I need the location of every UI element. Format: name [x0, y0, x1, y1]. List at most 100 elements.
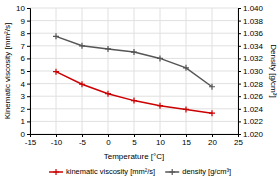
grid-line [30, 8, 238, 9]
tick: 1.020 [238, 130, 264, 139]
tick-label: 1.040 [243, 4, 264, 13]
tick: 2 [21, 105, 30, 114]
marker [183, 106, 189, 112]
tick-mark [238, 21, 241, 22]
marker [105, 91, 111, 97]
tick-label: 6 [21, 54, 26, 63]
tick-mark [238, 96, 241, 97]
y2-axis-title: Density [g/cm³] [269, 44, 278, 97]
tick-label: 1.028 [243, 80, 264, 89]
tick-label: 15 [182, 138, 191, 147]
y2-axis: 1.020 1.022 1.024 1.026 1.028 1.030 1.032 1.034… [238, 4, 264, 139]
tick: 1.034 [238, 42, 264, 51]
tick: 1.036 [238, 29, 264, 38]
tick-label: 5 [21, 67, 26, 76]
x-axis-title: Temperature [°C] [104, 152, 165, 161]
tick-label: 9 [21, 17, 26, 26]
tick-label: 1.020 [243, 130, 264, 139]
tick-label: -15 [25, 138, 37, 147]
tick: 20 [208, 134, 217, 147]
tick: 1.030 [238, 67, 264, 76]
tick-label: 1.024 [243, 105, 264, 114]
legend-label: density [g/cm³] [182, 167, 231, 176]
tick-mark [238, 134, 241, 135]
tick: 4 [21, 80, 30, 89]
marker [79, 81, 85, 87]
tick-label: 1.026 [243, 92, 264, 101]
tick: -5 [79, 134, 87, 147]
tick-label: -5 [79, 138, 87, 147]
tick: 1.040 [238, 4, 264, 13]
tick: 7 [21, 42, 30, 51]
tick: 5 [21, 67, 30, 76]
tick-label: 1.030 [243, 67, 264, 76]
axis-line [31, 135, 239, 138]
grid [30, 8, 238, 134]
tick-mark [238, 33, 241, 34]
series-line [56, 36, 212, 86]
tick-label: 0 [106, 138, 111, 147]
tick-mark [238, 121, 241, 122]
y-axis: 012345678910 [16, 4, 30, 139]
tick-label: 10 [156, 138, 165, 147]
legend-item: density [g/cm³] [165, 167, 231, 176]
tick-mark [27, 58, 30, 59]
tick: -10 [51, 134, 63, 147]
tick: -15 [25, 134, 37, 147]
tick-label: 1 [21, 117, 26, 126]
tick: 1.032 [238, 54, 264, 63]
y-axis-title: Kinematic viscosity [mm²/s] [3, 23, 12, 119]
series-line [56, 72, 212, 114]
grid-line [30, 58, 238, 59]
tick: 10 [16, 4, 30, 13]
tick-label: 20 [208, 138, 217, 147]
axis-line [27, 9, 31, 135]
tick-mark [82, 134, 83, 137]
tick-mark [134, 134, 135, 137]
tick: 1.026 [238, 92, 264, 101]
tick-mark [27, 71, 30, 72]
tick: 15 [182, 134, 191, 147]
tick-label: 4 [21, 80, 26, 89]
tick-mark [56, 134, 57, 137]
marker [53, 69, 59, 75]
tick-label: 2 [21, 105, 26, 114]
legend-marker [53, 169, 59, 175]
grid-line [30, 45, 238, 46]
marker [53, 33, 59, 39]
marker [79, 43, 85, 49]
tick-mark [108, 134, 109, 137]
tick: 1.038 [238, 17, 264, 26]
tick-mark [238, 8, 241, 9]
marker [131, 49, 137, 55]
tick-mark [238, 71, 241, 72]
tick-mark [27, 84, 30, 85]
tick-label: -10 [51, 138, 63, 147]
axis-line [239, 9, 242, 135]
tick: 6 [21, 54, 30, 63]
tick-label: 10 [16, 4, 25, 13]
tick-label: 1.034 [243, 42, 264, 51]
marker [131, 98, 137, 104]
legend: kinematic viscosity [mm²/s]density [g/cm… [49, 167, 231, 176]
tick-label: 1.036 [243, 29, 264, 38]
tick-label: 1.022 [243, 117, 264, 126]
tick-mark [238, 84, 241, 85]
tick: 5 [132, 134, 137, 147]
grid-line [30, 108, 238, 109]
tick: 9 [21, 17, 30, 26]
legend-marker [169, 169, 175, 175]
grid-line [30, 33, 238, 34]
tick-mark [27, 109, 30, 110]
marker [183, 65, 189, 71]
tick: 1.022 [238, 117, 264, 126]
tick: 0 [106, 134, 111, 147]
tick-label: 8 [21, 29, 26, 38]
tick-mark [212, 134, 213, 137]
marker [157, 55, 163, 61]
marker [209, 110, 215, 116]
tick-label: 5 [132, 138, 137, 147]
tick-mark [27, 46, 30, 47]
tick-mark [27, 96, 30, 97]
tick: 8 [21, 29, 30, 38]
